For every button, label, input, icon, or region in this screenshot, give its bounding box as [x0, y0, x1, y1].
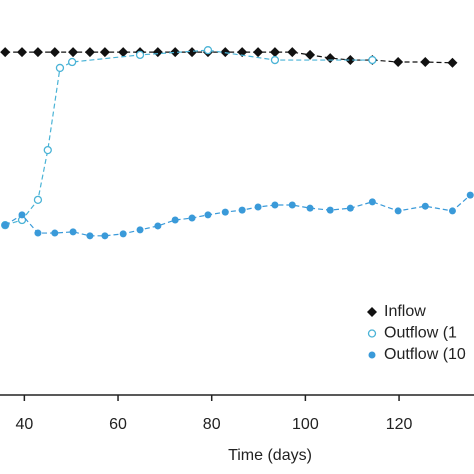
marker	[420, 57, 431, 68]
x-axis-label: Time (days)	[228, 447, 312, 464]
marker	[448, 207, 456, 215]
marker	[288, 201, 296, 209]
x-tick-label: 40	[15, 416, 33, 433]
marker	[67, 57, 77, 67]
legend-label: Inflow	[384, 303, 426, 320]
series-line	[4, 49, 373, 226]
marker	[326, 206, 334, 214]
marker	[18, 211, 26, 219]
marker	[204, 211, 212, 219]
marker	[271, 201, 279, 209]
marker	[49, 47, 60, 58]
plot-area	[0, 46, 474, 240]
marker	[394, 207, 402, 215]
marker	[69, 228, 77, 236]
marker	[253, 47, 264, 58]
marker	[221, 208, 229, 216]
marker	[33, 195, 43, 205]
legend-marker	[367, 329, 377, 338]
legend-label: Outflow (1	[384, 325, 457, 342]
legend-marker	[367, 307, 377, 317]
marker	[68, 47, 79, 58]
marker	[368, 198, 376, 206]
marker	[135, 50, 145, 60]
legend-marker	[368, 351, 376, 359]
x-tick-label: 60	[109, 416, 127, 433]
marker	[421, 202, 429, 210]
marker	[0, 47, 11, 58]
x-tick-label: 100	[292, 416, 319, 433]
marker	[254, 203, 262, 211]
marker	[305, 49, 316, 60]
marker	[101, 232, 109, 240]
marker	[238, 206, 246, 214]
marker	[269, 47, 280, 58]
marker	[152, 47, 163, 58]
marker	[32, 47, 43, 58]
marker	[55, 63, 65, 73]
marker	[187, 47, 198, 58]
marker	[136, 226, 144, 234]
marker	[270, 55, 280, 65]
marker	[188, 214, 196, 222]
x-tick-label: 120	[386, 416, 413, 433]
marker	[86, 232, 94, 240]
marker	[51, 229, 59, 237]
marker	[1, 221, 9, 229]
marker	[346, 204, 354, 212]
marker	[119, 230, 127, 238]
marker	[306, 204, 314, 212]
marker	[466, 191, 474, 199]
marker	[34, 229, 42, 237]
marker	[99, 47, 110, 58]
marker	[368, 55, 377, 65]
marker	[43, 145, 52, 155]
marker	[84, 47, 95, 58]
marker	[393, 57, 404, 68]
marker	[170, 47, 181, 58]
legend-label: Outflow (10	[384, 346, 466, 363]
marker	[345, 55, 356, 66]
marker	[447, 57, 458, 68]
marker	[203, 46, 213, 55]
x-tick-label: 80	[203, 416, 221, 433]
marker	[171, 216, 179, 224]
marker	[17, 47, 28, 58]
marker	[118, 47, 129, 58]
marker	[287, 47, 298, 58]
marker	[154, 222, 162, 230]
marker	[325, 53, 336, 64]
marker	[237, 47, 248, 58]
